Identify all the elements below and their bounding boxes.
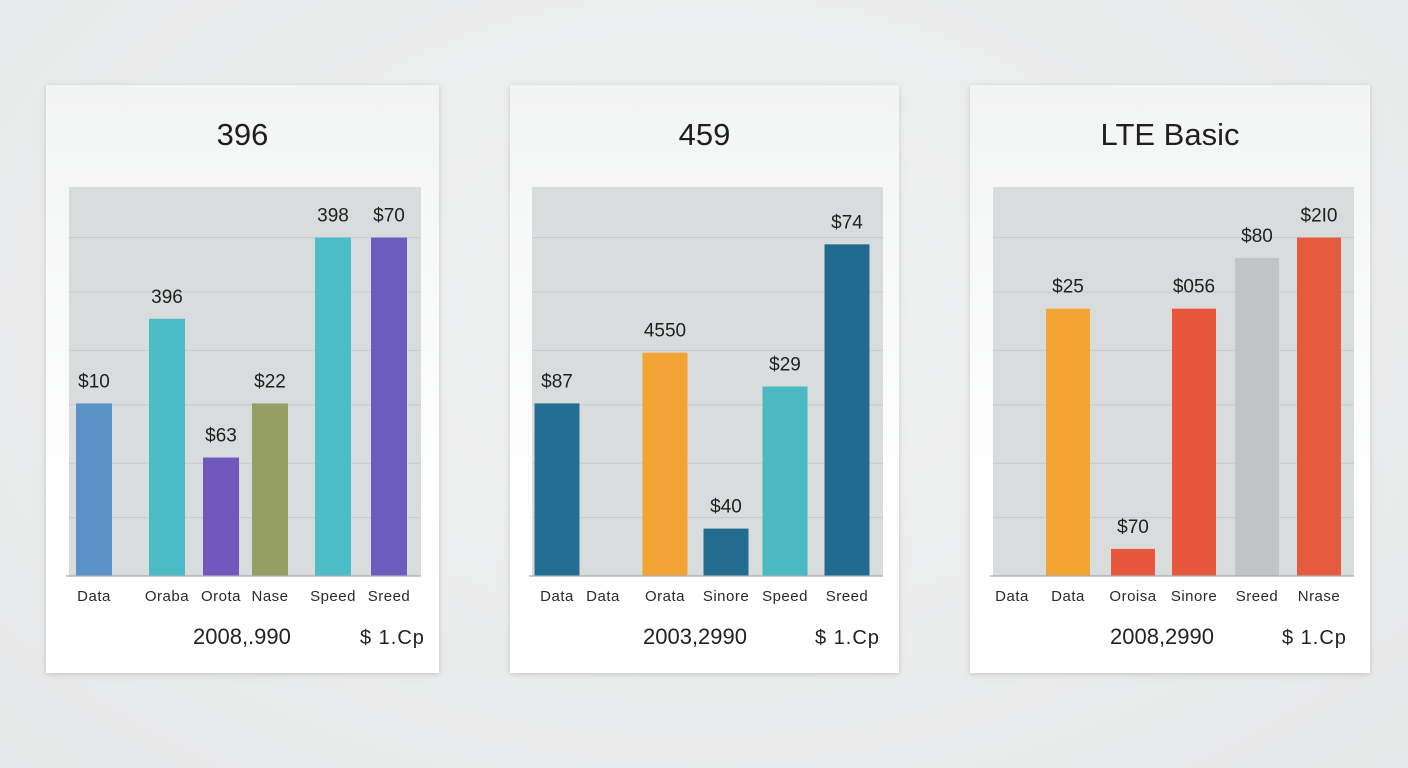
chart-card-1: 396 $10 Data 396 Oraba $63 Orota $22 Nase 398 Spe… [46, 85, 439, 673]
data-label: 4550 [644, 321, 686, 342]
plot-area [69, 187, 421, 576]
category-label: Data [77, 588, 111, 605]
chart-card-3: LTE Basic Data $25 Data $70 Oroisa $056 Sinore… [970, 85, 1370, 673]
bar [315, 237, 351, 576]
bar-chart-1: $10 Data 396 Oraba $63 Orota $22 Nase 398 Speed $7… [66, 187, 421, 605]
bar [203, 457, 239, 576]
data-label: $25 [1052, 277, 1084, 298]
data-label: $2I0 [1301, 206, 1338, 227]
chart-title: 459 [678, 117, 731, 152]
category-label: Oraba [145, 588, 189, 605]
bar [1235, 257, 1279, 576]
data-label: $056 [1173, 277, 1215, 298]
category-label: Data [540, 588, 574, 605]
chart-title: 396 [216, 117, 269, 152]
footer-value-right: $ 1.Cp [815, 627, 880, 649]
bar [534, 403, 580, 576]
chart-card-2: 459 $87 Data Data 4550 Orata $40 Sinore $29 Spee… [510, 85, 899, 673]
bar [149, 318, 185, 576]
category-label: Orota [201, 588, 241, 605]
bar [1111, 548, 1155, 576]
data-label: $40 [710, 497, 742, 518]
category-label: Sreed [826, 588, 869, 605]
footer-value-right: $ 1.Cp [360, 627, 425, 649]
data-label: 398 [317, 206, 349, 227]
bar [252, 403, 288, 576]
category-label: Speed [310, 588, 356, 605]
data-label: $70 [373, 206, 405, 227]
data-label: $22 [254, 371, 286, 392]
category-label: Nrase [1298, 588, 1341, 605]
bar-chart-2: $87 Data Data 4550 Orata $40 Sinore $29 Speed $74… [529, 187, 883, 605]
bar [76, 403, 112, 576]
data-label: $10 [78, 371, 110, 392]
bar [1046, 308, 1090, 576]
chart-title: LTE Basic [1100, 117, 1240, 152]
category-label: Orata [645, 588, 685, 605]
bar-chart-3: Data $25 Data $70 Oroisa $056 Sinore $80 Sreed $2… [990, 187, 1354, 605]
category-label: Data [586, 588, 620, 605]
bar [703, 528, 749, 576]
footer-value-left: 2008,.990 [193, 624, 291, 649]
bar [1172, 308, 1216, 576]
data-label: $70 [1117, 517, 1149, 538]
data-label: $87 [541, 371, 573, 392]
category-label: Oroisa [1109, 588, 1156, 605]
data-label: $63 [205, 426, 237, 447]
category-label: Sinore [703, 588, 749, 605]
category-label: Nase [251, 588, 288, 605]
bar [642, 352, 688, 576]
bar [371, 237, 407, 576]
bar [824, 244, 870, 576]
data-label: $29 [769, 354, 801, 375]
data-label: $80 [1241, 226, 1273, 247]
data-label: $74 [831, 212, 863, 233]
footer-value-right: $ 1.Cp [1282, 627, 1347, 649]
footer-value-left: 2003,2990 [643, 624, 747, 649]
bar [762, 386, 808, 576]
footer-value-left: 2008,2990 [1110, 624, 1214, 649]
category-label: Sinore [1171, 588, 1217, 605]
category-label: Data [1051, 588, 1085, 605]
bar [1297, 237, 1341, 576]
category-label: Speed [762, 588, 808, 605]
category-label: Sreed [1236, 588, 1279, 605]
category-label: Data [995, 588, 1029, 605]
category-label: Sreed [368, 588, 411, 605]
data-label: 396 [151, 287, 183, 308]
